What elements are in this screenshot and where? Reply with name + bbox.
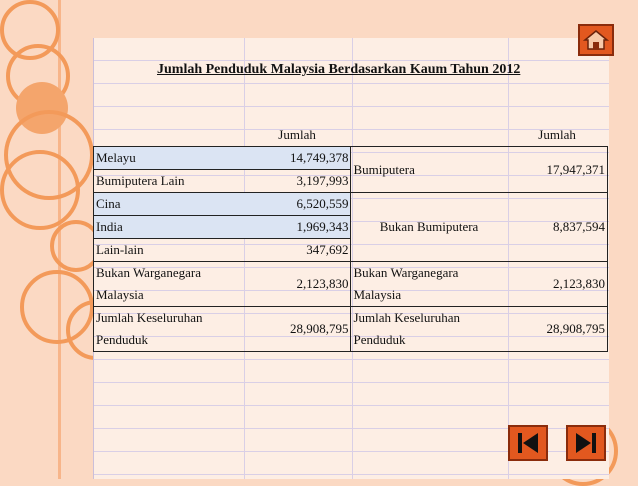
category-label: Malaysia bbox=[350, 284, 507, 307]
row-label: Melayu bbox=[93, 146, 244, 170]
last-slide-icon bbox=[576, 433, 596, 453]
row-label: Penduduk bbox=[93, 329, 244, 352]
empty-header-cell bbox=[94, 124, 244, 147]
left-amount-header: Jumlah bbox=[243, 124, 351, 147]
row-label: Bukan Warganegara bbox=[93, 261, 244, 284]
row-value: 2,123,830 bbox=[243, 261, 352, 307]
table-row: Bumiputera Lain 3,197,993 bbox=[93, 169, 608, 193]
row-label: Jumlah Keseluruhan bbox=[93, 306, 244, 329]
table-row: Melayu 14,749,378 Bumiputera 17,947,371 bbox=[93, 146, 608, 193]
row-value: 14,749,378 bbox=[243, 146, 352, 170]
category-value: 8,837,594 bbox=[506, 192, 608, 262]
table-row: Cina 6,520,559 Bukan Bumiputera 8,837,59… bbox=[93, 192, 608, 262]
category-label: Jumlah Keseluruhan bbox=[353, 310, 460, 325]
row-value: 3,197,993 bbox=[243, 169, 352, 193]
table-row: Malaysia Malaysia bbox=[93, 284, 608, 307]
row-value: 28,908,795 bbox=[243, 306, 352, 352]
population-table: Jumlah Jumlah Melayu 14,749,378 Bumipute… bbox=[93, 124, 608, 352]
last-slide-button[interactable] bbox=[566, 425, 606, 461]
row-label: Malaysia bbox=[93, 284, 244, 307]
row-value: 6,520,559 bbox=[243, 192, 352, 216]
table-row: Lain-lain 347,692 bbox=[93, 238, 608, 262]
row-value: 347,692 bbox=[243, 238, 352, 262]
first-slide-button[interactable] bbox=[508, 425, 548, 461]
category-label: Bumiputera bbox=[350, 146, 507, 193]
empty-header-cell bbox=[350, 124, 507, 147]
category-value: 2,123,830 bbox=[506, 261, 608, 307]
category-label: Penduduk bbox=[350, 329, 507, 352]
row-label: Lain-lain bbox=[93, 238, 244, 262]
category-label: Bukan Bumiputera bbox=[350, 192, 507, 262]
table-title: Jumlah Penduduk Malaysia Berdasarkan Kau… bbox=[157, 62, 521, 77]
table-row: Penduduk Penduduk bbox=[93, 329, 608, 352]
row-label: India bbox=[93, 215, 244, 239]
category-value: 17,947,371 bbox=[506, 146, 608, 193]
header-row: Jumlah Jumlah bbox=[94, 124, 608, 147]
row-label: Cina bbox=[93, 192, 244, 216]
right-amount-header: Jumlah bbox=[506, 124, 608, 147]
table-row: Jumlah Keseluruhan 28,908,795 Jumlah Kes… bbox=[93, 306, 608, 352]
first-slide-icon bbox=[518, 433, 538, 453]
table-row: Bukan Warganegara 2,123,830 Bukan Wargan… bbox=[93, 261, 608, 307]
deco-circle bbox=[0, 150, 80, 230]
row-label: Bumiputera Lain bbox=[93, 169, 244, 193]
home-button[interactable] bbox=[578, 24, 614, 56]
category-value: 28,908,795 bbox=[506, 306, 608, 352]
category-label: Bukan Warganegara bbox=[353, 265, 459, 280]
home-icon bbox=[583, 30, 609, 50]
row-value: 1,969,343 bbox=[243, 215, 352, 239]
table-row: India 1,969,343 bbox=[93, 215, 608, 239]
